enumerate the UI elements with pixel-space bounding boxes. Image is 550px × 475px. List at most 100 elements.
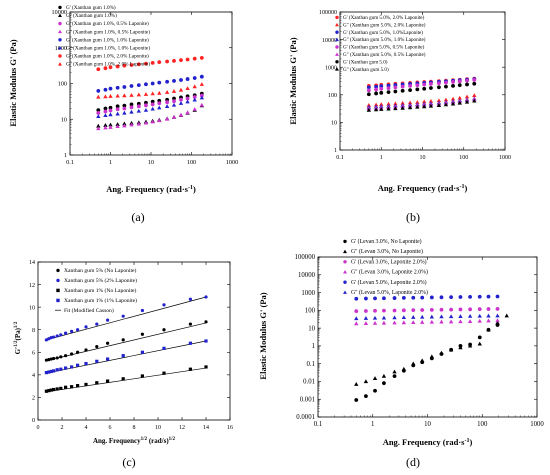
data-point: [44, 371, 48, 375]
data-point: [59, 333, 63, 337]
data-point: [379, 107, 384, 111]
data-point: [150, 81, 155, 86]
legend-marker: [58, 45, 62, 50]
series-2: [366, 77, 477, 90]
legend-label: Fit (Modified Casson): [64, 307, 114, 314]
data-point: [400, 100, 405, 105]
data-point: [108, 65, 113, 70]
data-point: [108, 124, 113, 129]
legend-marker: [343, 290, 347, 294]
panel-caption: (a): [131, 210, 144, 224]
legend-marker: [335, 15, 339, 20]
data-point: [465, 82, 469, 87]
data-point: [495, 313, 500, 318]
data-point: [420, 314, 425, 319]
legend: G' (Xanthan gum 1.0%)G" (Xanthan gum 1.0…: [58, 4, 150, 68]
data-point: [157, 90, 162, 95]
series-7: [366, 98, 477, 112]
series-2: [354, 307, 500, 314]
data-point: [382, 308, 386, 313]
legend-label: G" (Xanthan gum 1.0%, 1.0% Laponite): [66, 45, 150, 52]
legend-label: Xanthan gum 5% (2% Laponite): [64, 277, 137, 284]
legend-marker: [58, 38, 62, 42]
legend-marker: [335, 52, 339, 56]
data-point: [115, 104, 120, 109]
y-tick-label: 10: [61, 116, 67, 123]
data-point: [373, 102, 379, 107]
data-point: [477, 335, 482, 340]
data-point: [70, 385, 74, 389]
data-point: [450, 101, 456, 106]
data-point: [55, 334, 59, 338]
series-7: [96, 82, 205, 99]
data-point: [172, 99, 176, 104]
legend-label: G" (Levan 3.0%, No Laponite): [351, 248, 423, 255]
data-point: [364, 296, 368, 301]
data-point: [379, 102, 384, 107]
data-point: [411, 315, 416, 319]
data-point: [374, 84, 378, 89]
data-point: [199, 56, 204, 60]
y-tick-label: 14: [29, 260, 35, 266]
x-tick-label: 12: [179, 425, 185, 431]
data-point: [429, 86, 433, 90]
data-point: [451, 84, 455, 88]
x-tick-label: 10: [148, 159, 154, 166]
data-point: [129, 93, 134, 97]
y-tick-label: 2: [32, 396, 35, 402]
data-point: [165, 79, 170, 84]
data-point: [103, 113, 108, 118]
data-point: [185, 99, 190, 104]
data-point: [44, 389, 48, 393]
data-point: [372, 376, 378, 380]
data-point: [172, 96, 176, 101]
x-tick-label: 0.1: [314, 421, 323, 428]
series-0: [354, 323, 500, 402]
y-tick-label: 0.01: [303, 379, 315, 386]
data-point: [448, 319, 454, 324]
data-point: [106, 341, 110, 345]
data-point: [150, 60, 155, 65]
data-point: [495, 307, 500, 311]
chart-panel-c: 0 2 4 6 8 10 12 14 16 0 2 4 6 8 10 12 14 Ang. Frequency1/…: [14, 260, 233, 469]
legend-label: G' (Levan 5.0%, Laponite 2.0%): [351, 279, 427, 286]
data-point: [103, 87, 108, 92]
data-point: [162, 328, 166, 332]
x-tick-label: 14: [203, 425, 209, 431]
data-point: [121, 354, 125, 358]
data-point: [477, 307, 482, 312]
y-tick-label: 4: [32, 373, 35, 379]
legend-marker: [343, 239, 347, 244]
legend: G' (Levan 3.0%, No Laponite) G" (Levan 3.…: [343, 238, 428, 296]
data-point: [444, 84, 448, 89]
data-point: [47, 358, 51, 362]
data-point: [150, 102, 155, 107]
data-point: [354, 382, 359, 386]
data-point: [374, 87, 378, 92]
data-point: [108, 122, 113, 127]
legend-marker: [343, 270, 347, 274]
series-6: [366, 81, 477, 97]
legend-marker: [335, 45, 339, 49]
x-tick-label: 1: [371, 421, 374, 428]
x-tick-label: 6: [109, 425, 112, 431]
data-point: [411, 295, 416, 300]
data-point: [150, 119, 155, 124]
data-point: [140, 308, 144, 313]
data-point: [458, 314, 463, 318]
x-tick-label: 1000: [530, 421, 544, 428]
data-point: [164, 116, 170, 121]
data-point: [386, 90, 391, 95]
data-point: [401, 366, 407, 371]
data-point: [204, 339, 208, 343]
data-point: [420, 295, 425, 300]
y-tick-label: 10000: [298, 272, 316, 279]
data-point: [450, 96, 456, 101]
data-point: [84, 325, 88, 329]
y-tick-label: 0.0001: [296, 414, 315, 421]
y-axis-title: Elastic Modulus G' (Pa): [8, 39, 18, 126]
data-point: [96, 89, 101, 93]
data-point: [164, 90, 170, 94]
data-point: [354, 309, 359, 314]
